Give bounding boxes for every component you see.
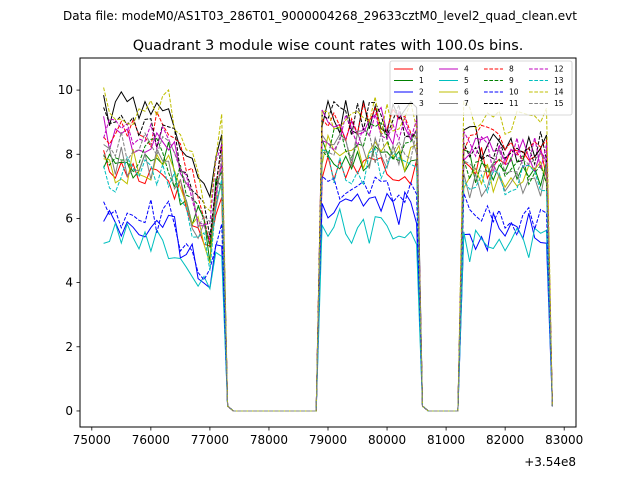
x-axis-offset-label: +3.54e8 [524, 455, 576, 469]
x-tick-label: 76000 [132, 433, 170, 447]
legend-label: 2 [419, 88, 424, 97]
legend-box [389, 60, 573, 116]
legend-label: 1 [419, 76, 424, 85]
x-tick-label: 77000 [191, 433, 229, 447]
chart-suptitle: Data file: modeM0/AS1T03_286T01_90000042… [63, 9, 577, 23]
series-line-7 [103, 130, 553, 412]
legend-label: 7 [464, 99, 469, 108]
legend-label: 14 [554, 88, 564, 97]
legend-label: 15 [554, 99, 564, 108]
series-line-2 [103, 190, 553, 412]
legend-label: 13 [554, 76, 564, 85]
chart-title: Quadrant 3 module wise count rates with … [133, 38, 524, 54]
legend-label: 11 [509, 99, 519, 108]
legend-label: 3 [419, 99, 424, 108]
legend-label: 6 [464, 88, 469, 97]
series-line-13 [103, 148, 553, 412]
series-line-9 [103, 121, 553, 412]
series-line-11 [103, 100, 553, 412]
series-line-10 [103, 175, 553, 412]
legend-label: 12 [554, 65, 564, 74]
y-tick-label: 0 [65, 404, 73, 418]
series-line-6 [103, 133, 553, 412]
y-tick-label: 6 [65, 211, 73, 225]
legend-label: 4 [464, 65, 469, 74]
series-line-3 [103, 90, 553, 412]
series-line-0 [103, 146, 553, 412]
series-line-5 [103, 207, 553, 412]
y-axis-ticks: 0 2 4 6 8 10 [58, 83, 80, 418]
x-tick-label: 82000 [486, 433, 524, 447]
legend-label: 8 [509, 65, 514, 74]
x-tick-label: 81000 [427, 433, 465, 447]
legend-label: 10 [509, 88, 519, 97]
x-tick-label: 83000 [545, 433, 583, 447]
y-tick-label: 10 [58, 83, 73, 97]
x-tick-label: 80000 [368, 433, 406, 447]
y-tick-label: 8 [65, 147, 73, 161]
x-tick-label: 75000 [73, 433, 111, 447]
y-tick-label: 2 [65, 340, 73, 354]
legend-label: 5 [464, 76, 469, 85]
series-line-14 [103, 87, 553, 412]
series-line-15 [103, 130, 553, 412]
x-tick-label: 79000 [309, 433, 347, 447]
y-tick-label: 4 [65, 276, 73, 290]
series-line-12 [103, 112, 553, 412]
series-line-4 [103, 106, 553, 412]
legend-label: 9 [509, 76, 514, 85]
x-tick-label: 78000 [250, 433, 288, 447]
plot-lines [103, 87, 553, 412]
x-axis-ticks: 75000 76000 77000 78000 79000 80000 81000 82000… [73, 427, 583, 447]
legend-label: 0 [419, 65, 424, 74]
